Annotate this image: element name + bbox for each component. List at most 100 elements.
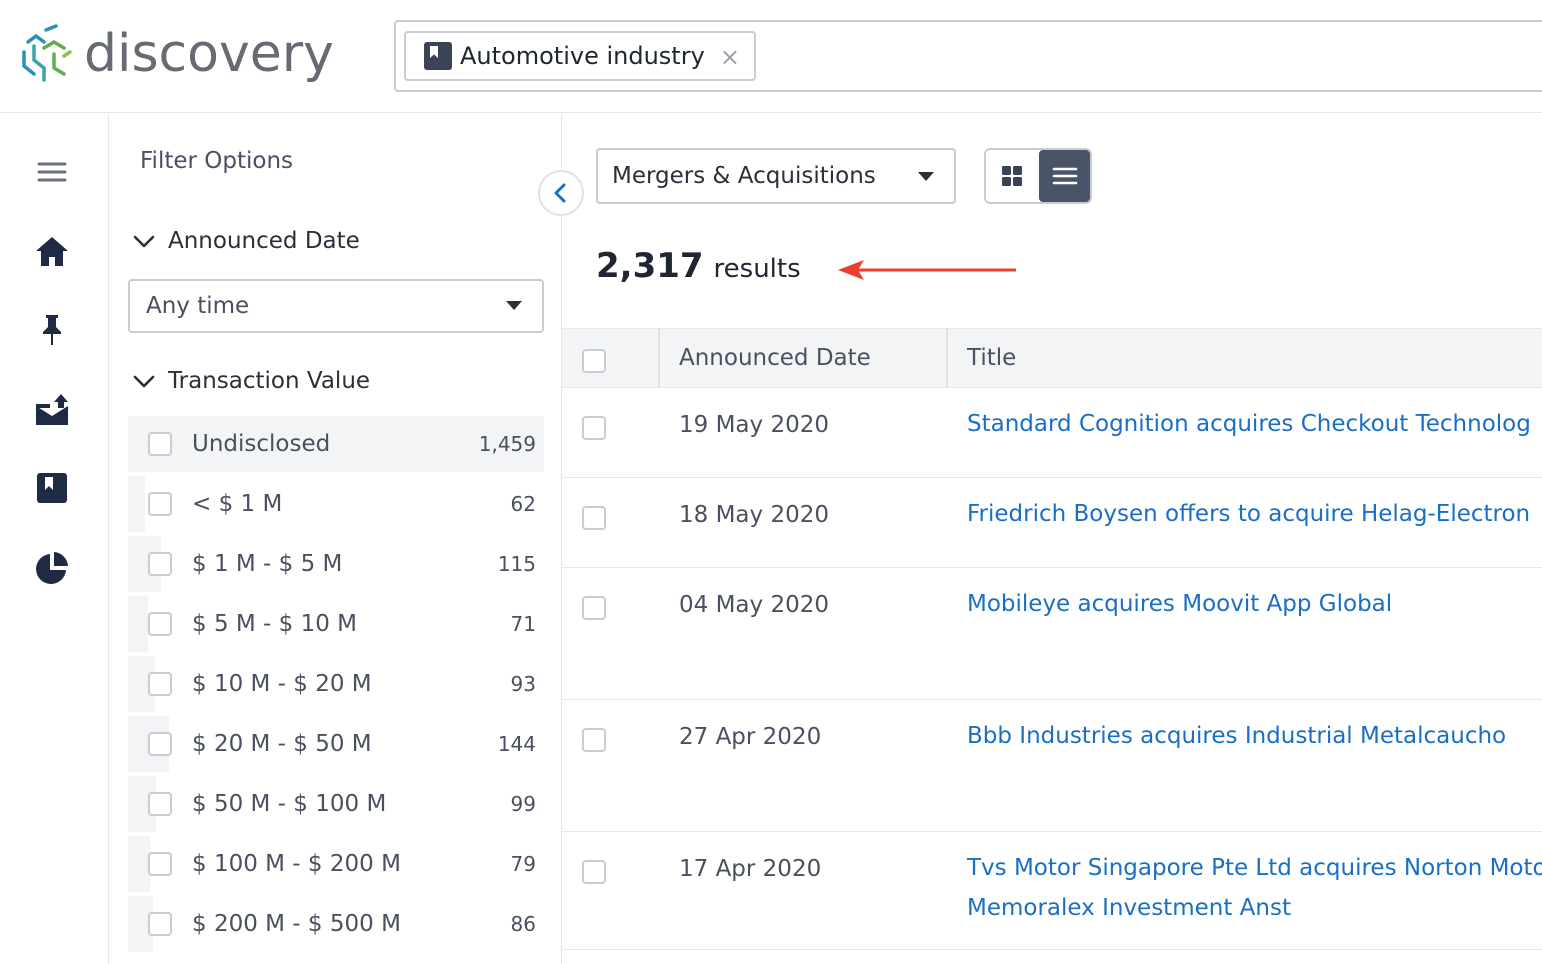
announced-date-section[interactable]: Announced Date	[132, 228, 360, 254]
row-date: 17 Apr 2020	[679, 856, 821, 882]
inbox-upload-icon[interactable]	[34, 392, 70, 428]
transaction-value-option[interactable]: $ 1 M - $ 5 M115	[128, 536, 544, 592]
option-label: $ 20 M - $ 50 M	[192, 731, 372, 757]
option-checkbox[interactable]	[148, 792, 172, 816]
select-all-checkbox[interactable]	[582, 349, 606, 373]
row-title-line: Mobileye acquires Moovit App Global	[967, 584, 1392, 624]
results-count: 2,317 results	[596, 246, 801, 286]
count-bar	[128, 596, 148, 652]
column-divider	[658, 329, 660, 387]
announced-date-heading: Announced Date	[168, 228, 360, 254]
table-row: 18 May 2020 Friedrich Boysen offers to ac…	[562, 478, 1542, 568]
row-checkbox[interactable]	[582, 416, 606, 440]
grid-icon	[1000, 164, 1024, 188]
results-label: results	[714, 254, 801, 284]
row-title-link[interactable]: Friedrich Boysen offers to acquire Helag…	[967, 494, 1530, 534]
deal-type-value: Mergers & Acquisitions	[612, 163, 876, 189]
pin-icon[interactable]	[34, 312, 70, 348]
option-checkbox[interactable]	[148, 912, 172, 936]
option-checkbox[interactable]	[148, 672, 172, 696]
grid-view-button[interactable]	[986, 150, 1037, 202]
option-label: $ 50 M - $ 100 M	[192, 791, 386, 817]
option-label: $ 10 M - $ 20 M	[192, 671, 372, 697]
pie-chart-icon[interactable]	[34, 550, 70, 586]
announced-date-select[interactable]: Any time	[128, 279, 544, 333]
row-checkbox[interactable]	[582, 728, 606, 752]
transaction-value-option[interactable]: $ 100 M - $ 200 M79	[128, 836, 544, 892]
option-count: 93	[511, 672, 536, 696]
chevron-down-icon	[132, 369, 156, 393]
count-bar	[128, 836, 150, 892]
logo-text: discovery	[84, 24, 334, 84]
table-header: Announced Date Title	[562, 328, 1542, 388]
bookmark-icon	[424, 42, 452, 70]
option-label: $ 5 M - $ 10 M	[192, 611, 357, 637]
column-header-date[interactable]: Announced Date	[679, 345, 871, 371]
transaction-value-option[interactable]: $ 5 M - $ 10 M 71	[128, 596, 544, 652]
row-checkbox[interactable]	[582, 596, 606, 620]
transaction-value-option[interactable]: Undisclosed 1,459	[128, 416, 544, 472]
discovery-logo-icon	[20, 24, 74, 84]
table-row: 04 May 2020 Mobileye acquires Moovit App …	[562, 568, 1542, 700]
option-checkbox[interactable]	[148, 492, 172, 516]
row-title-line: Memoralex Investment Anst	[967, 888, 1542, 928]
search-bar[interactable]: Automotive industry ×	[394, 20, 1542, 92]
row-checkbox[interactable]	[582, 860, 606, 884]
option-count: 71	[511, 612, 536, 636]
column-divider	[946, 329, 948, 387]
row-date: 19 May 2020	[679, 412, 829, 438]
option-checkbox[interactable]	[148, 612, 172, 636]
option-count: 1,459	[479, 432, 536, 456]
table-row: 19 May 2020 Standard Cognition acquires C…	[562, 388, 1542, 478]
option-count: 99	[511, 792, 536, 816]
column-header-title[interactable]: Title	[967, 345, 1016, 371]
bookmark-icon[interactable]	[34, 470, 70, 506]
filter-options-title: Filter Options	[140, 148, 293, 174]
count-bar	[128, 476, 145, 532]
transaction-value-option[interactable]: $ 200 M - $ 500 M 86	[128, 896, 544, 952]
transaction-value-option[interactable]: $ 50 M - $ 100 M 99	[128, 776, 544, 832]
option-label: $ 200 M - $ 500 M	[192, 911, 401, 937]
chevron-down-icon	[132, 229, 156, 253]
row-title-line: Tvs Motor Singapore Pte Ltd acquires Nor…	[967, 848, 1542, 888]
transaction-value-option[interactable]: < $ 1 M62	[128, 476, 544, 532]
row-date: 27 Apr 2020	[679, 724, 821, 750]
row-title-line: Bbb Industries acquires Industrial Metal…	[967, 716, 1506, 756]
option-label: $ 1 M - $ 5 M	[192, 551, 342, 577]
row-date: 04 May 2020	[679, 592, 829, 618]
row-checkbox[interactable]	[582, 506, 606, 530]
deal-type-select[interactable]: Mergers & Acquisitions	[596, 148, 956, 204]
search-chip[interactable]: Automotive industry ×	[404, 31, 756, 81]
announced-date-value: Any time	[146, 293, 249, 319]
row-date: 18 May 2020	[679, 502, 829, 528]
option-checkbox[interactable]	[148, 852, 172, 876]
menu-icon[interactable]	[34, 154, 70, 190]
option-checkbox[interactable]	[148, 732, 172, 756]
option-checkbox[interactable]	[148, 432, 172, 456]
list-view-button[interactable]	[1039, 150, 1090, 202]
transaction-value-section[interactable]: Transaction Value	[132, 368, 370, 394]
view-toggle	[984, 148, 1092, 204]
row-title-link[interactable]: Standard Cognition acquires Checkout Tec…	[967, 404, 1531, 444]
row-title-line: Friedrich Boysen offers to acquire Helag…	[967, 494, 1530, 534]
row-title-link[interactable]: Bbb Industries acquires Industrial Metal…	[967, 716, 1506, 756]
table-row: 27 Apr 2020 Bbb Industries acquires Indus…	[562, 700, 1542, 832]
arrow-left-icon	[838, 258, 1018, 282]
transaction-value-option[interactable]: $ 10 M - $ 20 M 93	[128, 656, 544, 712]
row-title-line: Standard Cognition acquires Checkout Tec…	[967, 404, 1531, 444]
row-title-link[interactable]: Mobileye acquires Moovit App Global	[967, 584, 1392, 624]
collapse-panel-button[interactable]	[538, 170, 584, 216]
caret-down-icon	[506, 301, 522, 310]
option-label: $ 100 M - $ 200 M	[192, 851, 401, 877]
transaction-value-heading: Transaction Value	[168, 368, 370, 394]
filter-panel: Filter Options Announced Date Any time T…	[110, 114, 562, 964]
close-icon[interactable]: ×	[720, 43, 740, 71]
row-title-link[interactable]: Tvs Motor Singapore Pte Ltd acquires Nor…	[967, 848, 1542, 928]
option-count: 86	[511, 912, 536, 936]
option-checkbox[interactable]	[148, 552, 172, 576]
option-label: Undisclosed	[192, 431, 330, 457]
discovery-logo[interactable]: discovery	[20, 24, 334, 84]
transaction-value-option[interactable]: $ 20 M - $ 50 M144	[128, 716, 544, 772]
home-icon[interactable]	[34, 234, 70, 270]
option-count: 62	[511, 492, 536, 516]
